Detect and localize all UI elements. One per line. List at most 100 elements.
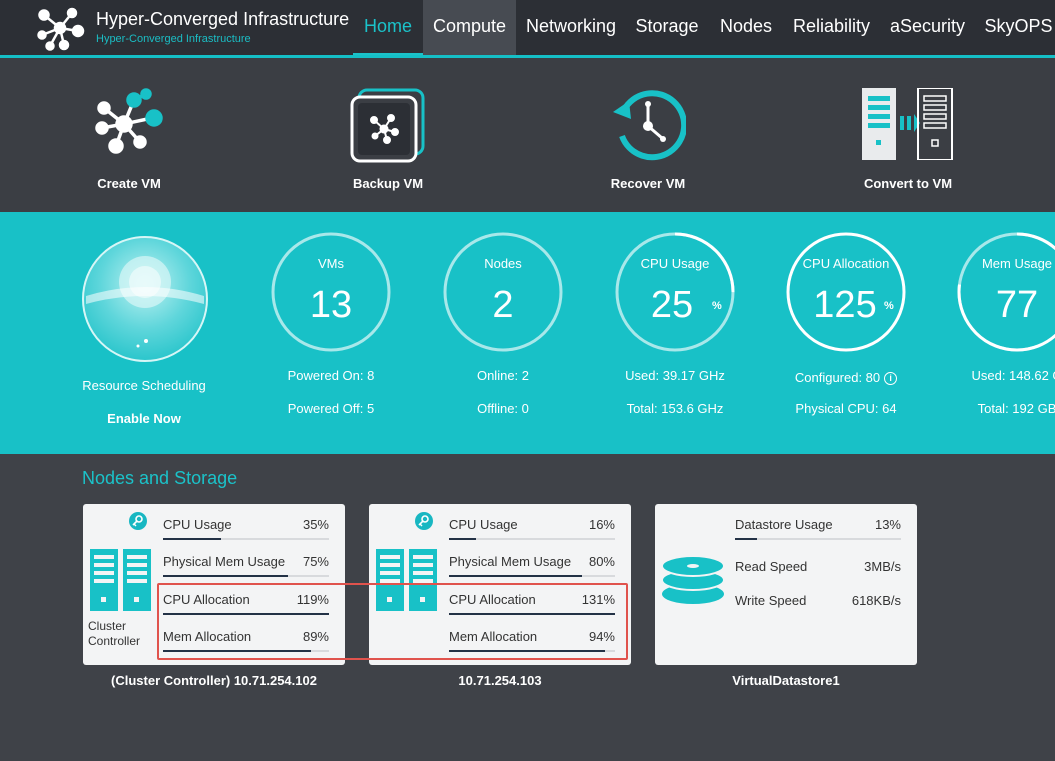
nav-compute[interactable]: Compute <box>423 0 516 55</box>
cpu-allocation-unit: % <box>884 300 894 312</box>
metric-value: 13% <box>874 517 901 532</box>
backup-vm-label: Backup VM <box>352 176 424 191</box>
write-speed-value: 618KB/s <box>851 593 901 608</box>
mem-usage-value: 77 <box>995 284 1039 326</box>
metric-label: CPU Allocation <box>449 592 536 607</box>
resource-scheduling-globe-icon <box>82 236 208 362</box>
server-label-line2: Controller <box>88 634 141 648</box>
nav-reliability[interactable]: Reliability <box>792 16 871 36</box>
metric-bar <box>449 538 476 540</box>
nodes-offline: Offline: 0 <box>477 401 529 416</box>
convert-to-vm-label: Convert to VM <box>863 176 953 191</box>
convert-vm-icon <box>862 88 953 160</box>
mem-usage-stat: Mem Usage 77 Used: 148.62 G Total: 192 G… <box>937 232 1055 442</box>
cpu-usage-total: Total: 153.6 GHz <box>626 401 724 416</box>
cpu-allocation-configured: Configured: 80 i <box>766 370 926 385</box>
vms-value: 13 <box>309 284 353 326</box>
metric-value: 75% <box>302 554 329 569</box>
metric-cpu-usage: CPU Usage 16% <box>449 517 615 543</box>
nav-skyops[interactable]: SkyOPS <box>984 16 1053 36</box>
app-subtitle: Hyper-Converged Infrastructure <box>96 33 251 45</box>
metric-physical-mem-usage: Physical Mem Usage 75% <box>163 554 329 580</box>
metric-bar <box>735 538 757 540</box>
stats-band: Resource Scheduling Enable Now VMs 13 Po… <box>0 212 1055 454</box>
mem-usage-total: Total: 192 GB <box>977 401 1055 416</box>
write-speed-row: Write Speed 618KB/s <box>735 593 901 613</box>
metric-value: 94% <box>588 629 615 644</box>
server-label: Cluster Controller <box>88 619 140 649</box>
cpu-usage-value: 25 <box>650 284 694 326</box>
cpu-usage-title: CPU Usage <box>640 256 710 271</box>
create-vm-icon <box>95 88 163 154</box>
metric-label: Physical Mem Usage <box>449 554 572 569</box>
metric-bar <box>449 575 582 577</box>
create-vm-label: Create VM <box>97 176 161 191</box>
read-speed-value: 3MB/s <box>864 559 901 574</box>
cpu-allocation-title: CPU Allocation <box>802 256 890 271</box>
read-speed-row: Read Speed 3MB/s <box>735 559 901 579</box>
cpu-allocation-value: 125 <box>813 284 877 326</box>
metric-value: 35% <box>302 517 329 532</box>
metric-cpu-allocation: CPU Allocation 119% <box>163 592 329 618</box>
nav-nodes[interactable]: Nodes <box>719 16 773 36</box>
server-icon <box>90 549 151 611</box>
nav-home[interactable]: Home <box>353 0 423 55</box>
header-accent-line <box>0 55 1055 58</box>
node-card-2[interactable]: CPU Usage 16% Physical Mem Usage 80% CPU A… <box>369 504 631 665</box>
metric-label: Datastore Usage <box>735 517 833 532</box>
recover-vm-button[interactable]: Recover VM <box>558 58 738 212</box>
read-speed-label: Read Speed <box>735 559 808 574</box>
metric-mem-allocation: Mem Allocation 94% <box>449 629 615 655</box>
metric-bar <box>449 613 615 615</box>
node-caption: 10.71.254.103 <box>458 673 542 688</box>
metric-value: 131% <box>581 592 615 607</box>
recover-vm-icon <box>613 90 686 161</box>
mem-usage-ring <box>957 232 1055 352</box>
metric-cpu-usage: CPU Usage 35% <box>163 517 329 543</box>
metric-mem-allocation: Mem Allocation 89% <box>163 629 329 655</box>
key-icon[interactable] <box>415 512 433 530</box>
cpu-usage-ring <box>615 232 735 352</box>
metric-label: CPU Allocation <box>163 592 250 607</box>
metric-bar <box>163 575 288 577</box>
quick-actions-bar: Create VM Backup VM Recover V <box>0 58 1055 212</box>
metric-value: 119% <box>296 592 329 607</box>
convert-to-vm-button[interactable]: Convert to VM <box>818 58 998 212</box>
metric-bar <box>163 538 222 540</box>
nav-networking[interactable]: Networking <box>525 16 617 36</box>
nav-asecurity[interactable]: aSecurity <box>889 16 966 36</box>
datastore-card[interactable]: Datastore Usage 13% Read Speed 3MB/s Write… <box>655 504 917 665</box>
metric-label: Mem Allocation <box>449 629 538 644</box>
metric-bar <box>449 650 606 652</box>
resource-scheduling-label: Resource Scheduling <box>82 378 206 393</box>
key-icon[interactable] <box>129 512 147 530</box>
vms-powered-off: Powered Off: 5 <box>287 401 375 416</box>
cpu-allocation-ring <box>786 232 906 352</box>
metric-label: CPU Usage <box>163 517 232 532</box>
cpu-allocation-stat: CPU Allocation 125 % Configured: 80 i Phy… <box>766 232 926 442</box>
datastore-caption: VirtualDatastore1 <box>732 673 840 688</box>
backup-vm-button[interactable]: Backup VM <box>298 58 478 212</box>
section-title: Nodes and Storage <box>82 468 238 488</box>
nodes-online: Online: 2 <box>476 368 530 383</box>
metric-cpu-allocation: CPU Allocation 131% <box>449 592 615 618</box>
nav-storage[interactable]: Storage <box>635 16 699 36</box>
info-icon[interactable]: i <box>884 372 898 385</box>
backup-vm-icon <box>350 88 425 163</box>
mem-usage-title: Mem Usage <box>981 256 1053 271</box>
nodes-value: 2 <box>492 284 514 326</box>
metric-label: CPU Usage <box>449 517 518 532</box>
metric-physical-mem-usage: Physical Mem Usage 80% <box>449 554 615 580</box>
nodes-ring <box>443 232 563 352</box>
vms-ring <box>271 232 391 352</box>
resource-scheduling-widget[interactable]: Resource Scheduling Enable Now <box>64 232 224 442</box>
cpu-usage-unit: % <box>712 300 722 312</box>
enable-now-link[interactable]: Enable Now <box>107 411 181 426</box>
create-vm-button[interactable]: Create VM <box>39 58 219 212</box>
node-card-controller[interactable]: Cluster Controller CPU Usage 35% Physical … <box>83 504 345 665</box>
vms-powered-on: Powered On: 8 <box>287 368 375 383</box>
datastore-icon <box>661 555 725 604</box>
hci-logo-icon <box>37 7 85 51</box>
app-title: Hyper-Converged Infrastructure <box>96 9 350 29</box>
metric-value: 80% <box>588 554 615 569</box>
